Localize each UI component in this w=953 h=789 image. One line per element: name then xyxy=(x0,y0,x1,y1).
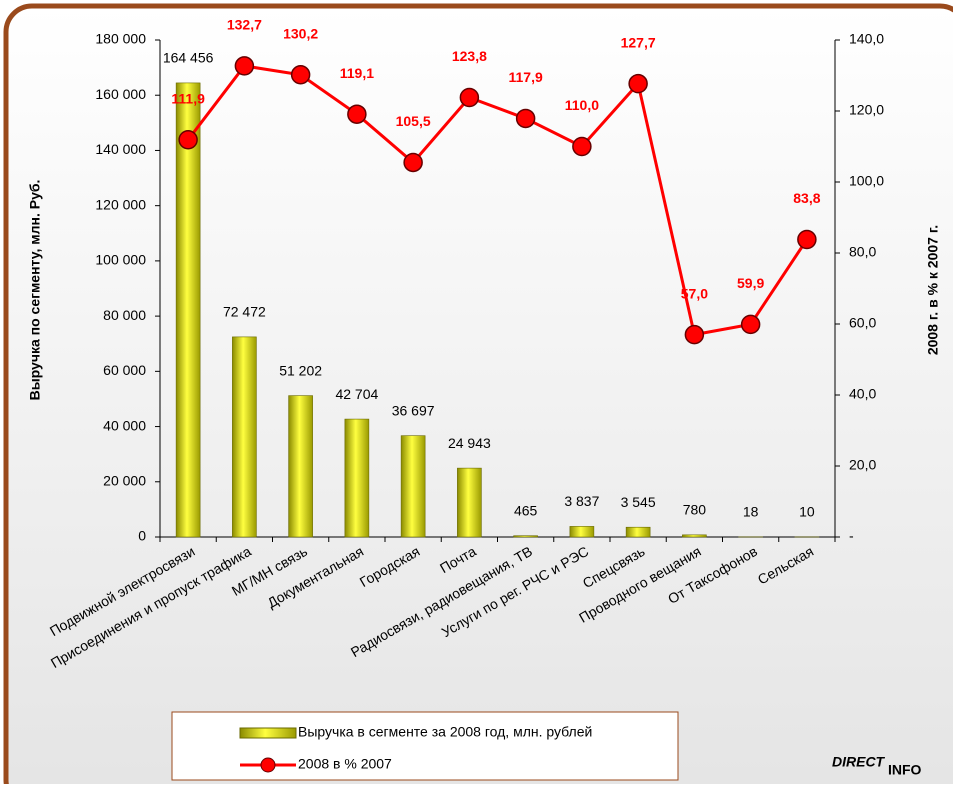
logo: INFO xyxy=(888,762,922,778)
bar xyxy=(626,527,650,537)
y2-axis-label: 2008 г. в % к 2007 г. xyxy=(925,225,941,355)
y2-tick-label: 140,0 xyxy=(849,31,884,47)
y-tick-label: 60 000 xyxy=(103,362,146,378)
bar xyxy=(514,536,538,537)
bar xyxy=(232,337,256,537)
y2-tick-label: 20,0 xyxy=(849,457,876,473)
line-marker xyxy=(573,138,591,156)
line-marker xyxy=(685,326,703,344)
legend xyxy=(172,712,678,780)
line-marker xyxy=(798,231,816,249)
bar-label: 164 456 xyxy=(163,50,214,66)
line-label: 59,9 xyxy=(737,275,764,291)
bar-label: 3 837 xyxy=(564,493,599,509)
y-tick-label: 180 000 xyxy=(95,31,146,47)
line-marker xyxy=(235,57,253,75)
y2-tick-label: 120,0 xyxy=(849,102,884,118)
line-label: 117,9 xyxy=(508,69,542,85)
bar xyxy=(682,535,706,537)
y2-tick-label: 80,0 xyxy=(849,244,876,260)
bar-label: 780 xyxy=(683,502,707,518)
y-tick-label: 160 000 xyxy=(95,86,146,102)
line-label: 57,0 xyxy=(681,285,708,301)
line-label: 105,5 xyxy=(396,113,431,129)
bar xyxy=(289,396,313,537)
bar-label: 42 704 xyxy=(335,386,378,402)
line-marker xyxy=(629,75,647,93)
bar-label: 24 943 xyxy=(448,435,491,451)
line-label: 111,9 xyxy=(171,90,205,106)
line-marker xyxy=(404,153,422,171)
y-tick-label: 20 000 xyxy=(103,472,146,488)
line-label: 132,7 xyxy=(227,17,262,33)
legend-swatch xyxy=(261,758,275,772)
y-tick-label: 40 000 xyxy=(103,417,146,433)
bar-label: 72 472 xyxy=(223,304,266,320)
y-tick-label: 120 000 xyxy=(95,196,146,212)
line-marker xyxy=(348,105,366,123)
bar xyxy=(457,468,481,537)
bar xyxy=(176,83,200,537)
bar-label: 18 xyxy=(743,504,759,520)
bar-label: 36 697 xyxy=(392,402,435,418)
y2-tick-label: 60,0 xyxy=(849,315,876,331)
line-marker xyxy=(517,109,535,127)
bar xyxy=(401,436,425,537)
legend-label: Выручка в сегменте за 2008 год, млн. руб… xyxy=(298,724,592,740)
line-marker xyxy=(179,131,197,149)
line-marker xyxy=(460,89,478,107)
line-label: 127,7 xyxy=(621,34,656,50)
line-label: 123,8 xyxy=(452,48,487,64)
bar-label: 51 202 xyxy=(279,362,322,378)
bar xyxy=(345,419,369,537)
y2-tick-label: 40,0 xyxy=(849,386,876,402)
line-marker xyxy=(292,66,310,84)
line-label: 110,0 xyxy=(565,97,599,113)
y2-tick-label: 100,0 xyxy=(849,173,884,189)
frame xyxy=(6,6,953,784)
bar-label: 3 545 xyxy=(621,494,656,510)
line-label: 130,2 xyxy=(283,25,318,41)
line-marker xyxy=(742,315,760,333)
y-tick-label: 140 000 xyxy=(95,141,146,157)
bar-label: 10 xyxy=(799,504,815,520)
line-label: 83,8 xyxy=(793,190,820,206)
logo: DIRECT xyxy=(832,754,886,770)
y-tick-label: 80 000 xyxy=(103,307,146,323)
legend-swatch xyxy=(240,728,296,738)
bar xyxy=(570,526,594,537)
line-label: 119,1 xyxy=(340,65,374,81)
legend-label: 2008 в % 2007 xyxy=(298,756,392,772)
y2-tick-label: - xyxy=(849,528,854,544)
y-axis-label: Выручка по сегменту, млн. Руб. xyxy=(27,180,43,401)
bar-label: 465 xyxy=(514,502,538,518)
y-tick-label: 0 xyxy=(138,528,146,544)
y-tick-label: 100 000 xyxy=(95,252,146,268)
